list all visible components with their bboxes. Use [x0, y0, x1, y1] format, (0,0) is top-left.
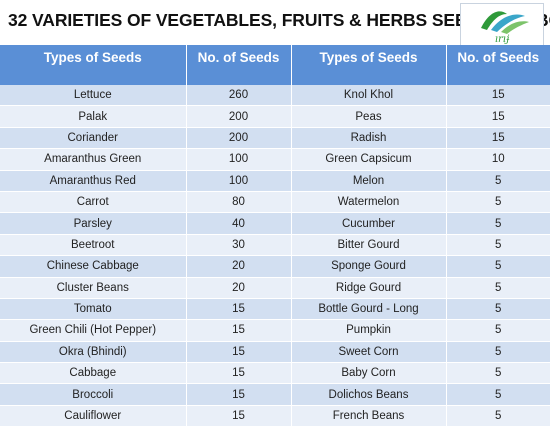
seed-type-cell: Beetroot	[0, 234, 187, 257]
table-row: Okra (Bhindi) 15 Sweet Corn 5	[0, 341, 550, 364]
seed-count-cell: 15	[186, 362, 292, 385]
column-header-seed-count: No. of Seeds	[186, 45, 292, 85]
seed-count-cell: 5	[446, 362, 550, 385]
seed-count-cell: 100	[186, 170, 292, 192]
seed-type-cell: Cabbage	[0, 362, 187, 385]
seed-count-cell: 5	[446, 298, 550, 321]
seed-type-cell: Chinese Cabbage	[0, 255, 187, 278]
bird-wings-icon	[481, 11, 529, 34]
seed-type-cell: Amaranthus Red	[0, 170, 187, 192]
seed-type-cell: Coriander	[0, 127, 187, 150]
seed-type-cell: Dolichos Beans	[291, 383, 447, 406]
seed-type-cell: Green Capsicum	[291, 148, 447, 171]
seed-count-cell: 200	[186, 105, 292, 128]
seed-count-cell: 5	[446, 405, 550, 427]
page-title: 32 VARIETIES OF VEGETABLES, FRUITS & HER…	[8, 10, 550, 30]
table-row: Green Chili (Hot Pepper) 15 Pumpkin 5	[0, 319, 550, 342]
table-row: Beetroot 30 Bitter Gourd 5	[0, 234, 550, 257]
seed-count-cell: 5	[446, 212, 550, 235]
table-row: Coriander 200 Radish 15	[0, 127, 550, 150]
seed-type-cell: Sponge Gourd	[291, 255, 447, 278]
seed-type-cell: Watermelon	[291, 191, 447, 214]
seeds-table: Types of Seeds No. of Seeds Types of See…	[0, 45, 550, 427]
seed-type-cell: Peas	[291, 105, 447, 128]
seed-type-cell: Melon	[291, 170, 447, 192]
seed-type-cell: Tomato	[0, 298, 187, 321]
seed-type-cell: Cucumber	[291, 212, 447, 235]
seed-type-cell: Parsley	[0, 212, 187, 235]
seed-type-cell: Bitter Gourd	[291, 234, 447, 257]
table-row: Carrot 80 Watermelon 5	[0, 191, 550, 214]
seed-count-cell: 5	[446, 341, 550, 364]
table-row: Chinese Cabbage 20 Sponge Gourd 5	[0, 255, 550, 278]
column-header-seed-count: No. of Seeds	[446, 45, 550, 85]
seed-count-cell: 5	[446, 319, 550, 342]
seed-count-cell: 80	[186, 191, 292, 214]
table-row: Palak 200 Peas 15	[0, 105, 550, 128]
seed-count-cell: 260	[186, 85, 292, 107]
seed-count-cell: 15	[186, 298, 292, 321]
table-row: Amaranthus Green 100 Green Capsicum 10	[0, 148, 550, 171]
seed-count-cell: 10	[446, 148, 550, 171]
table-row: Cabbage 15 Baby Corn 5	[0, 362, 550, 385]
table-row: Cluster Beans 20 Ridge Gourd 5	[0, 277, 550, 299]
seed-count-cell: 20	[186, 277, 292, 299]
table-row: Parsley 40 Cucumber 5	[0, 212, 550, 235]
seed-type-cell: Baby Corn	[291, 362, 447, 385]
seed-count-cell: 100	[186, 148, 292, 171]
seed-count-cell: 15	[186, 383, 292, 406]
seed-count-cell: 15	[186, 319, 292, 342]
seed-type-cell: Ridge Gourd	[291, 277, 447, 299]
seed-count-cell: 5	[446, 234, 550, 257]
table-row: Amaranthus Red 100 Melon 5	[0, 170, 550, 192]
seed-type-cell: French Beans	[291, 405, 447, 427]
seed-count-cell: 15	[446, 127, 550, 150]
seed-type-cell: Knol Khol	[291, 85, 447, 107]
seed-type-cell: Okra (Bhindi)	[0, 341, 187, 364]
seed-type-cell: Bottle Gourd - Long	[291, 298, 447, 321]
seed-type-cell: Lettuce	[0, 85, 187, 107]
seed-count-cell: 15	[186, 405, 292, 427]
seed-count-cell: 200	[186, 127, 292, 150]
seed-type-cell: Radish	[291, 127, 447, 150]
seed-count-cell: 5	[446, 191, 550, 214]
brand-logo: ırıɉ	[460, 3, 544, 47]
seed-type-cell: Amaranthus Green	[0, 148, 187, 171]
seed-count-cell: 15	[446, 85, 550, 107]
seed-type-cell: Green Chili (Hot Pepper)	[0, 319, 187, 342]
seed-type-cell: Sweet Corn	[291, 341, 447, 364]
table-row: Tomato 15 Bottle Gourd - Long 5	[0, 298, 550, 321]
seed-type-cell: Pumpkin	[291, 319, 447, 342]
seed-count-cell: 5	[446, 383, 550, 406]
seed-count-cell: 5	[446, 170, 550, 192]
seed-type-cell: Carrot	[0, 191, 187, 214]
seed-count-cell: 15	[446, 105, 550, 128]
column-header-seed-type: Types of Seeds	[291, 45, 447, 85]
seed-type-cell: Cluster Beans	[0, 277, 187, 299]
logo-text: ırıɉ	[494, 34, 510, 45]
seed-count-cell: 5	[446, 277, 550, 299]
seed-count-cell: 30	[186, 234, 292, 257]
seed-type-cell: Broccoli	[0, 383, 187, 406]
seed-type-cell: Palak	[0, 105, 187, 128]
table-row: Broccoli 15 Dolichos Beans 5	[0, 383, 550, 406]
column-header-seed-type: Types of Seeds	[0, 45, 187, 85]
table-header-row: Types of Seeds No. of Seeds Types of See…	[0, 45, 550, 85]
table-row: Cauliflower 15 French Beans 5	[0, 405, 550, 427]
seed-count-cell: 40	[186, 212, 292, 235]
table-row: Lettuce 260 Knol Khol 15	[0, 85, 550, 107]
seed-count-cell: 20	[186, 255, 292, 278]
seed-type-cell: Cauliflower	[0, 405, 187, 427]
seed-count-cell: 5	[446, 255, 550, 278]
seed-count-cell: 15	[186, 341, 292, 364]
